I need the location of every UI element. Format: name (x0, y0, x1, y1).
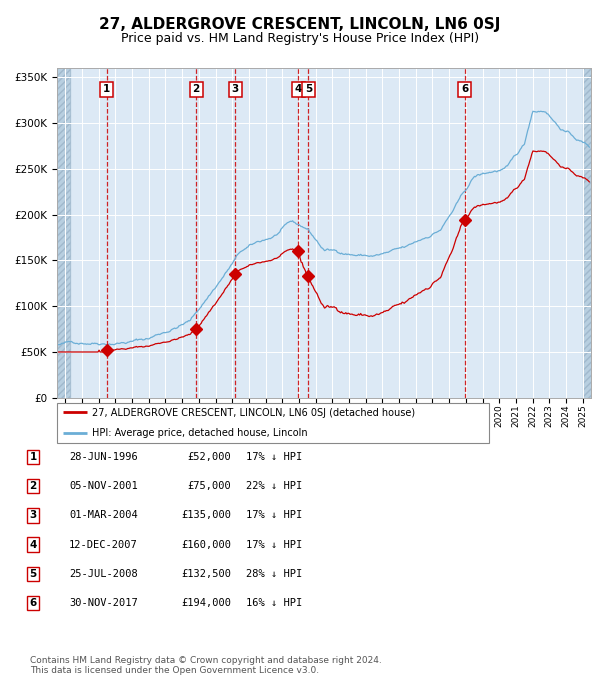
Text: 16% ↓ HPI: 16% ↓ HPI (246, 598, 302, 608)
Text: 1: 1 (103, 84, 110, 95)
Text: 2: 2 (29, 481, 37, 491)
Text: £194,000: £194,000 (181, 598, 231, 608)
Text: £160,000: £160,000 (181, 540, 231, 549)
Text: £132,500: £132,500 (181, 569, 231, 579)
Text: 2: 2 (193, 84, 200, 95)
Text: 05-NOV-2001: 05-NOV-2001 (69, 481, 138, 491)
Text: HPI: Average price, detached house, Lincoln: HPI: Average price, detached house, Linc… (92, 428, 307, 438)
Text: 28-JUN-1996: 28-JUN-1996 (69, 452, 138, 462)
Text: £75,000: £75,000 (187, 481, 231, 491)
Text: 3: 3 (232, 84, 239, 95)
Text: 6: 6 (29, 598, 37, 608)
Text: 17% ↓ HPI: 17% ↓ HPI (246, 452, 302, 462)
Text: 17% ↓ HPI: 17% ↓ HPI (246, 540, 302, 549)
Text: 1: 1 (29, 452, 37, 462)
Text: 3: 3 (29, 511, 37, 520)
Bar (57, 68, 70, 398)
Text: 01-MAR-2004: 01-MAR-2004 (69, 511, 138, 520)
Bar (57, 68, 70, 398)
Bar (583, 68, 591, 398)
Text: 30-NOV-2017: 30-NOV-2017 (69, 598, 138, 608)
Text: 22% ↓ HPI: 22% ↓ HPI (246, 481, 302, 491)
Text: 17% ↓ HPI: 17% ↓ HPI (246, 511, 302, 520)
Text: Price paid vs. HM Land Registry's House Price Index (HPI): Price paid vs. HM Land Registry's House … (121, 32, 479, 45)
Bar (583, 68, 591, 398)
Text: £52,000: £52,000 (187, 452, 231, 462)
Text: 28% ↓ HPI: 28% ↓ HPI (246, 569, 302, 579)
Text: 5: 5 (305, 84, 312, 95)
FancyBboxPatch shape (57, 403, 489, 443)
Text: 6: 6 (461, 84, 468, 95)
Text: £135,000: £135,000 (181, 511, 231, 520)
Text: 25-JUL-2008: 25-JUL-2008 (69, 569, 138, 579)
Text: Contains HM Land Registry data © Crown copyright and database right 2024.: Contains HM Land Registry data © Crown c… (30, 656, 382, 665)
Text: 4: 4 (295, 84, 302, 95)
Text: 12-DEC-2007: 12-DEC-2007 (69, 540, 138, 549)
Text: 5: 5 (29, 569, 37, 579)
Text: 4: 4 (29, 540, 37, 549)
Text: This data is licensed under the Open Government Licence v3.0.: This data is licensed under the Open Gov… (30, 666, 319, 675)
Text: 27, ALDERGROVE CRESCENT, LINCOLN, LN6 0SJ (detached house): 27, ALDERGROVE CRESCENT, LINCOLN, LN6 0S… (92, 408, 415, 418)
Text: 27, ALDERGROVE CRESCENT, LINCOLN, LN6 0SJ: 27, ALDERGROVE CRESCENT, LINCOLN, LN6 0S… (100, 17, 500, 32)
